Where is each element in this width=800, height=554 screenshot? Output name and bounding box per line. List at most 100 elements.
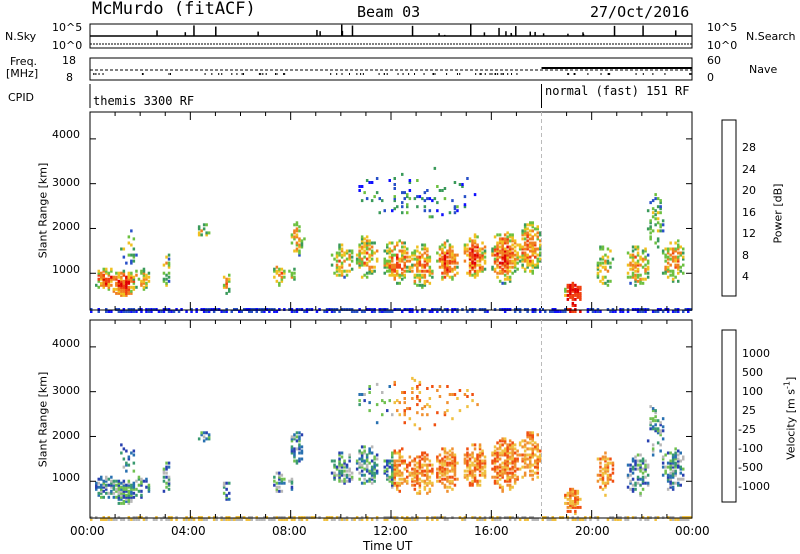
power-cell xyxy=(566,283,570,287)
power-cell xyxy=(656,205,660,209)
velocity-cell xyxy=(383,465,386,469)
power-cell xyxy=(636,269,640,273)
velocity-cell xyxy=(483,461,487,465)
power-cell xyxy=(431,199,434,203)
power-cell xyxy=(626,271,630,275)
velocity-cell xyxy=(611,471,615,475)
velocity-cell xyxy=(441,467,444,471)
velocity-cell xyxy=(674,451,677,455)
power-cell xyxy=(107,279,111,283)
power-cell xyxy=(441,271,444,275)
velocity-cell xyxy=(323,518,326,521)
power-cell xyxy=(481,257,484,261)
power-cell xyxy=(506,239,509,243)
velocity-cell xyxy=(674,447,677,451)
power-cell xyxy=(280,275,284,279)
power-cell xyxy=(483,245,487,249)
power-cell xyxy=(641,265,645,269)
velocity-cell xyxy=(639,463,642,467)
power-cell xyxy=(335,255,339,259)
velocity-cell xyxy=(498,477,502,481)
power-cell xyxy=(358,245,361,249)
velocity-cell xyxy=(679,465,682,469)
velocity-cell xyxy=(100,477,103,481)
velocity-ytick-1000: 1000 xyxy=(52,471,80,484)
velocity-cell xyxy=(574,509,577,513)
velocity-cell xyxy=(122,483,126,487)
power-cell xyxy=(423,259,427,263)
velocity-cell xyxy=(431,385,434,388)
power-cell xyxy=(142,267,146,271)
velocity-cell xyxy=(348,477,351,481)
power-cell xyxy=(386,249,389,253)
velocity-cell xyxy=(639,459,642,463)
velocity-cell xyxy=(576,495,580,499)
velocity-cell xyxy=(551,518,554,521)
power-cell xyxy=(521,245,524,249)
power-cell xyxy=(283,271,286,275)
power-cb-20: 20 xyxy=(742,184,756,197)
velocity-cell xyxy=(682,477,685,481)
power-cell xyxy=(476,245,479,249)
velocity-cell xyxy=(436,473,439,477)
freq-dot xyxy=(362,73,364,75)
power-cell xyxy=(456,271,459,275)
power-cell xyxy=(431,215,434,219)
velocity-cell xyxy=(411,473,414,477)
power-cell xyxy=(501,257,504,261)
velocity-cell xyxy=(441,463,444,467)
velocity-cell xyxy=(644,475,647,479)
power-cell xyxy=(386,265,389,269)
velocity-cell xyxy=(511,449,514,453)
velocity-cell xyxy=(120,501,123,505)
velocity-cell xyxy=(466,389,469,392)
beam-title: Beam 03 xyxy=(357,3,421,21)
velocity-cell xyxy=(135,479,138,483)
velocity-cell xyxy=(679,471,682,475)
velocity-cell xyxy=(413,475,417,479)
power-cell xyxy=(448,245,452,249)
power-cell xyxy=(386,243,389,247)
velocity-cell xyxy=(476,518,479,521)
power-cell xyxy=(446,255,449,259)
freq-dot xyxy=(386,73,388,75)
power-cell xyxy=(629,275,632,279)
power-cell xyxy=(448,259,452,263)
velocity-cell xyxy=(127,457,131,461)
velocity-cell xyxy=(596,479,600,483)
power-cell xyxy=(132,259,136,263)
power-cell xyxy=(388,265,391,269)
velocity-cell xyxy=(403,461,406,465)
power-cell xyxy=(659,207,662,211)
velocity-cell xyxy=(656,427,660,431)
velocity-cell xyxy=(423,455,427,459)
velocity-cell xyxy=(671,475,675,479)
velocity-cell xyxy=(599,477,602,481)
velocity-cell xyxy=(165,461,168,465)
power-cell xyxy=(255,310,258,313)
velocity-cell xyxy=(373,473,376,477)
velocity-cell xyxy=(130,451,133,455)
velocity-cell xyxy=(162,469,166,473)
power-cell xyxy=(503,273,507,277)
power-cell xyxy=(468,255,472,259)
power-cell xyxy=(501,247,504,251)
velocity-cell xyxy=(345,465,349,469)
power-cell xyxy=(401,241,404,245)
power-cell xyxy=(102,283,105,287)
velocity-cell xyxy=(651,407,655,411)
power-cell xyxy=(646,267,650,271)
velocity-cell xyxy=(503,453,507,457)
velocity-cell xyxy=(506,443,509,447)
velocity-cell xyxy=(207,435,211,439)
power-cell xyxy=(413,197,417,201)
power-cell xyxy=(127,271,131,275)
power-cell xyxy=(523,247,527,251)
power-cell xyxy=(523,257,527,261)
power-cell xyxy=(671,279,675,283)
velocity-cell xyxy=(599,469,602,473)
power-cell xyxy=(388,310,391,313)
power-cell xyxy=(634,279,637,283)
power-cell xyxy=(591,310,595,313)
power-cell xyxy=(127,235,131,239)
